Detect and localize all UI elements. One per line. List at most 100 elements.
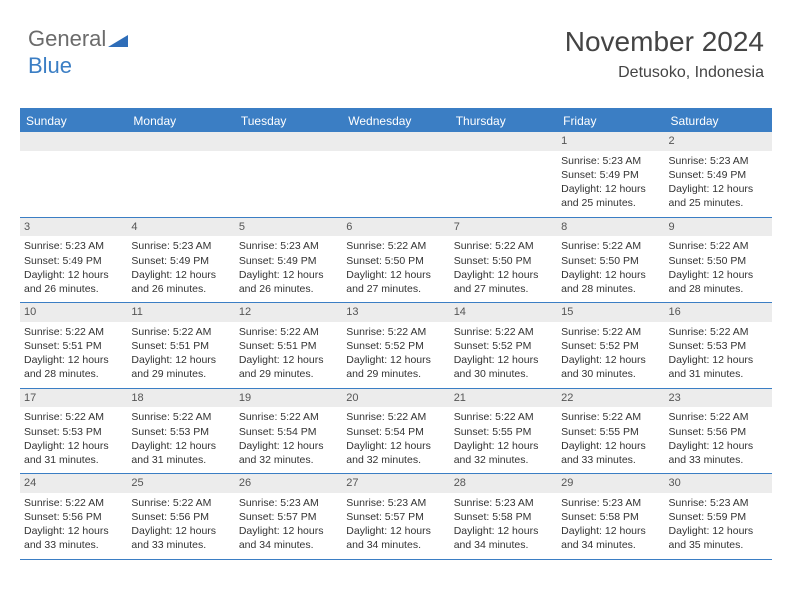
day-number <box>20 132 127 151</box>
day-number <box>342 132 449 151</box>
day-day1: Daylight: 12 hours <box>239 524 338 538</box>
day-body: Sunrise: 5:22 AMSunset: 5:54 PMDaylight:… <box>235 407 342 473</box>
day-number: 29 <box>557 474 664 493</box>
day-number: 23 <box>665 389 772 408</box>
day-sunrise: Sunrise: 5:22 AM <box>24 325 123 339</box>
day-number: 4 <box>127 218 234 237</box>
day-number <box>127 132 234 151</box>
day-day2: and 33 minutes. <box>561 453 660 467</box>
day-number: 24 <box>20 474 127 493</box>
day-cell: 25Sunrise: 5:22 AMSunset: 5:56 PMDayligh… <box>127 474 234 559</box>
day-sunset: Sunset: 5:56 PM <box>669 425 768 439</box>
day-day2: and 30 minutes. <box>561 367 660 381</box>
day-number: 28 <box>450 474 557 493</box>
day-number: 7 <box>450 218 557 237</box>
day-sunrise: Sunrise: 5:22 AM <box>24 496 123 510</box>
day-sunrise: Sunrise: 5:23 AM <box>239 239 338 253</box>
day-day2: and 25 minutes. <box>561 196 660 210</box>
day-cell: 3Sunrise: 5:23 AMSunset: 5:49 PMDaylight… <box>20 218 127 303</box>
day-day1: Daylight: 12 hours <box>669 353 768 367</box>
day-day1: Daylight: 12 hours <box>24 268 123 282</box>
day-body: Sunrise: 5:22 AMSunset: 5:51 PMDaylight:… <box>20 322 127 388</box>
day-body: Sunrise: 5:23 AMSunset: 5:49 PMDaylight:… <box>127 236 234 302</box>
day-sunset: Sunset: 5:54 PM <box>239 425 338 439</box>
day-day2: and 33 minutes. <box>131 538 230 552</box>
day-cell: 12Sunrise: 5:22 AMSunset: 5:51 PMDayligh… <box>235 303 342 388</box>
day-body: Sunrise: 5:22 AMSunset: 5:53 PMDaylight:… <box>665 322 772 388</box>
day-day1: Daylight: 12 hours <box>131 353 230 367</box>
day-sunrise: Sunrise: 5:22 AM <box>669 239 768 253</box>
day-body <box>20 151 127 160</box>
day-day2: and 31 minutes. <box>24 453 123 467</box>
day-number: 11 <box>127 303 234 322</box>
day-day1: Daylight: 12 hours <box>131 439 230 453</box>
day-sunset: Sunset: 5:49 PM <box>24 254 123 268</box>
day-body: Sunrise: 5:22 AMSunset: 5:56 PMDaylight:… <box>665 407 772 473</box>
day-day1: Daylight: 12 hours <box>561 268 660 282</box>
day-header: Saturday <box>665 110 772 132</box>
day-day1: Daylight: 12 hours <box>24 439 123 453</box>
week-row: 10Sunrise: 5:22 AMSunset: 5:51 PMDayligh… <box>20 303 772 389</box>
day-body: Sunrise: 5:22 AMSunset: 5:50 PMDaylight:… <box>665 236 772 302</box>
day-number: 21 <box>450 389 557 408</box>
day-day2: and 29 minutes. <box>346 367 445 381</box>
day-body: Sunrise: 5:22 AMSunset: 5:53 PMDaylight:… <box>127 407 234 473</box>
day-day1: Daylight: 12 hours <box>239 268 338 282</box>
day-day2: and 29 minutes. <box>131 367 230 381</box>
day-sunrise: Sunrise: 5:22 AM <box>346 410 445 424</box>
day-sunrise: Sunrise: 5:22 AM <box>131 496 230 510</box>
day-body: Sunrise: 5:23 AMSunset: 5:57 PMDaylight:… <box>235 493 342 559</box>
day-number: 20 <box>342 389 449 408</box>
day-number: 18 <box>127 389 234 408</box>
day-header: Wednesday <box>342 110 449 132</box>
day-cell: 28Sunrise: 5:23 AMSunset: 5:58 PMDayligh… <box>450 474 557 559</box>
day-number: 6 <box>342 218 449 237</box>
day-sunrise: Sunrise: 5:22 AM <box>561 410 660 424</box>
day-cell: 19Sunrise: 5:22 AMSunset: 5:54 PMDayligh… <box>235 389 342 474</box>
day-day2: and 28 minutes. <box>561 282 660 296</box>
day-body: Sunrise: 5:22 AMSunset: 5:55 PMDaylight:… <box>450 407 557 473</box>
day-body: Sunrise: 5:22 AMSunset: 5:52 PMDaylight:… <box>342 322 449 388</box>
day-sunrise: Sunrise: 5:22 AM <box>131 410 230 424</box>
day-cell <box>342 132 449 217</box>
day-day1: Daylight: 12 hours <box>454 353 553 367</box>
day-body <box>127 151 234 160</box>
day-number: 5 <box>235 218 342 237</box>
day-cell: 1Sunrise: 5:23 AMSunset: 5:49 PMDaylight… <box>557 132 664 217</box>
day-number: 30 <box>665 474 772 493</box>
day-cell: 29Sunrise: 5:23 AMSunset: 5:58 PMDayligh… <box>557 474 664 559</box>
day-sunrise: Sunrise: 5:22 AM <box>561 239 660 253</box>
day-number: 25 <box>127 474 234 493</box>
day-sunset: Sunset: 5:57 PM <box>346 510 445 524</box>
day-cell: 2Sunrise: 5:23 AMSunset: 5:49 PMDaylight… <box>665 132 772 217</box>
day-day2: and 34 minutes. <box>239 538 338 552</box>
day-sunset: Sunset: 5:50 PM <box>454 254 553 268</box>
day-day2: and 28 minutes. <box>24 367 123 381</box>
day-sunset: Sunset: 5:58 PM <box>454 510 553 524</box>
day-day2: and 26 minutes. <box>239 282 338 296</box>
day-body: Sunrise: 5:22 AMSunset: 5:51 PMDaylight:… <box>127 322 234 388</box>
day-day2: and 26 minutes. <box>24 282 123 296</box>
day-day1: Daylight: 12 hours <box>24 353 123 367</box>
day-sunrise: Sunrise: 5:23 AM <box>24 239 123 253</box>
day-sunset: Sunset: 5:49 PM <box>239 254 338 268</box>
day-sunset: Sunset: 5:49 PM <box>669 168 768 182</box>
day-cell: 6Sunrise: 5:22 AMSunset: 5:50 PMDaylight… <box>342 218 449 303</box>
day-day2: and 28 minutes. <box>669 282 768 296</box>
day-number: 17 <box>20 389 127 408</box>
day-day1: Daylight: 12 hours <box>24 524 123 538</box>
day-number: 27 <box>342 474 449 493</box>
logo-triangle-icon <box>108 27 128 53</box>
day-cell <box>20 132 127 217</box>
day-sunrise: Sunrise: 5:22 AM <box>669 410 768 424</box>
day-cell: 4Sunrise: 5:23 AMSunset: 5:49 PMDaylight… <box>127 218 234 303</box>
day-body <box>450 151 557 160</box>
day-sunrise: Sunrise: 5:22 AM <box>561 325 660 339</box>
day-day2: and 27 minutes. <box>346 282 445 296</box>
day-number: 26 <box>235 474 342 493</box>
day-cell: 11Sunrise: 5:22 AMSunset: 5:51 PMDayligh… <box>127 303 234 388</box>
day-sunrise: Sunrise: 5:22 AM <box>131 325 230 339</box>
day-sunrise: Sunrise: 5:23 AM <box>561 496 660 510</box>
day-header: Sunday <box>20 110 127 132</box>
day-cell: 17Sunrise: 5:22 AMSunset: 5:53 PMDayligh… <box>20 389 127 474</box>
